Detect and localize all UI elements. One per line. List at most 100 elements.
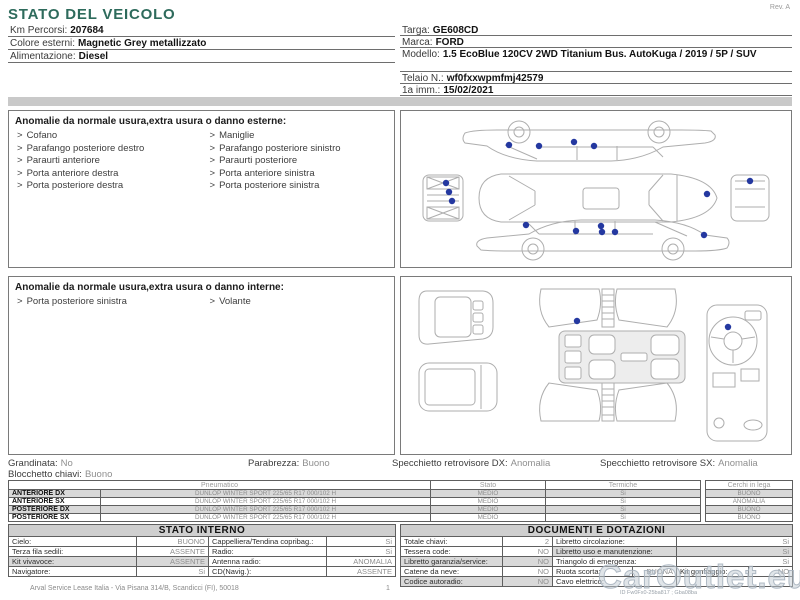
damage-dot (703, 190, 711, 198)
bullet: > (17, 130, 23, 141)
damage-dot (598, 228, 606, 236)
interior-damage-diagram (418, 288, 768, 442)
anomaly-item: > Porta anteriore destra (17, 167, 119, 179)
tyre-row: POSTERIORE SX DUNLOP WINTER SPORT 225/65… (8, 513, 701, 522)
anomaly-item: > Porta posteriore destra (17, 180, 124, 191)
footer-doc-id: ID Fw0Fx0-25ba817 ; Gba08ba (620, 590, 698, 596)
info-value: 1.5 EcoBlue 120CV 2WD Titanium Bus. Auto… (442, 49, 757, 60)
bullet: > (17, 142, 23, 154)
col-header-pneumatico: Pneumatico (8, 480, 431, 490)
cerchi-value: BUONO (705, 489, 793, 498)
damage-dot (572, 227, 580, 235)
interior-diagram-panel (400, 276, 792, 455)
documenti-title: DOCUMENTI E DOTAZIONI (399, 524, 794, 537)
damage-dot (611, 228, 619, 236)
condition-grandinata: Grandinata: No (8, 458, 73, 469)
footer-page-number: 1 (386, 585, 390, 592)
bullet: > (209, 155, 216, 166)
damage-dot (570, 138, 578, 146)
damage-dot (597, 222, 605, 230)
damage-dot (448, 197, 456, 205)
exterior-anomalies-right-column: > Maniglie > Parafango posteriore sinistro… (202, 130, 395, 193)
info-label: Km Percorsi: (10, 25, 68, 36)
documenti-row: Tessera code: NO Libretto uso e manutenzi… (400, 546, 794, 557)
col-header-cerchi: Cerchi in lega (705, 480, 793, 490)
bullet: > (17, 296, 23, 307)
exterior-damage-diagram (422, 120, 770, 261)
damage-dot (442, 179, 450, 187)
damage-dot (505, 141, 513, 149)
info-label: Telaio N.: (402, 73, 444, 84)
info-label: Alimentazione: (10, 51, 76, 62)
footer-company: Arval Service Lease Italia - Via Pisana … (30, 585, 239, 592)
bullet: > (17, 155, 23, 166)
condition-blocchetto-chiavi: Blocchetto chiavi: Buono (8, 469, 113, 480)
info-row-alimentazione: Alimentazione: Diesel (8, 50, 395, 63)
anomaly-item: > Porta posteriore sinistra (17, 296, 127, 307)
bullet: > (209, 180, 216, 191)
watermark: CarOutlet.eu (597, 558, 800, 596)
info-row-colore: Colore esterni: Magnetic Grey metallizzat… (8, 37, 395, 50)
tyre-table: Pneumatico Stato Termiche ANTERIORE DX D… (8, 480, 701, 522)
documenti-table: DOCUMENTI E DOTAZIONI Totale chiavi: 2 Li… (399, 524, 794, 587)
col-header-termiche: Termiche (545, 480, 701, 490)
info-label: Targa: (402, 25, 430, 36)
bullet: > (209, 130, 216, 141)
info-value: 15/02/2021 (443, 85, 494, 96)
documenti-row: Codice autoradio: NO Cavo elettrico: (400, 576, 794, 587)
stato-interno-row: Cielo: BUONO Cappelliera/Tendina copribag… (8, 536, 396, 547)
cerchi-value: BUONO (705, 505, 793, 514)
exterior-anomalies-panel: Anomalie da normale usura,extra usura o … (8, 110, 395, 268)
tyre-table-header: Pneumatico Stato Termiche (8, 480, 701, 490)
bullet: > (17, 167, 23, 179)
damage-dot (590, 142, 598, 150)
cerchi-value: BUONO (705, 513, 793, 522)
damage-dot (522, 221, 530, 229)
anomaly-item: > Maniglie (209, 130, 255, 141)
stato-interno-row: Terza fila sedili: ASSENTE Radio: Si (8, 546, 396, 557)
col-header-stato: Stato (430, 480, 546, 490)
info-row-km: Km Percorsi: 207684 (8, 24, 395, 37)
damage-dot (746, 177, 754, 185)
info-row-telaio: Telaio N.: wf0fxxwpmfmj42579 (400, 72, 792, 84)
damage-dot (700, 231, 708, 239)
tyre-row: ANTERIORE DX DUNLOP WINTER SPORT 225/65 … (8, 489, 701, 498)
bullet: > (209, 167, 216, 179)
stato-interno-table: STATO INTERNO Cielo: BUONO Cappelliera/Te… (8, 524, 396, 577)
info-value: FORD (435, 37, 464, 48)
info-label: 1a imm.: (402, 85, 441, 96)
anomaly-item: > Porta posteriore sinistra (209, 180, 320, 191)
info-label: Colore esterni: (10, 38, 76, 49)
anomaly-item: > Cofano (17, 130, 58, 141)
condition-specchietto-dx: Specchietto retrovisore DX: Anomalia (392, 458, 551, 469)
page-title: STATO DEL VEICOLO (8, 6, 176, 23)
interior-anomalies-panel: Anomalie da normale usura,extra usura o … (8, 276, 395, 455)
stato-interno-row: Navigatore: Si CD(Navig.): ASSENTE (8, 566, 396, 577)
damage-dot (535, 142, 543, 150)
tyre-row: POSTERIORE DX DUNLOP WINTER SPORT 225/65… (8, 505, 701, 514)
info-label: Marca: (402, 37, 433, 48)
exterior-anomalies-title: Anomalie da normale usura,extra usura o … (15, 116, 287, 127)
info-value: Magnetic Grey metallizzato (78, 38, 207, 49)
interior-anomalies-left-column: > Porta posteriore sinistra (9, 296, 202, 309)
info-row-prima-imm: 1a imm.: 15/02/2021 (400, 84, 792, 96)
bullet: > (209, 296, 216, 307)
anomaly-item: > Paraurti anteriore (17, 155, 100, 166)
exterior-anomalies-columns: > Cofano > Parafango posteriore destro > Pa… (9, 130, 394, 193)
anomaly-item: > Paraurti posteriore (209, 155, 298, 166)
exterior-diagram-panel (400, 110, 792, 268)
info-value: Diesel (78, 51, 109, 62)
damage-dot (724, 323, 732, 331)
bullet: > (17, 180, 23, 191)
anomaly-item: > Volante (209, 296, 251, 307)
bullet: > (209, 142, 216, 154)
tyre-row: ANTERIORE SX DUNLOP WINTER SPORT 225/65 … (8, 497, 701, 506)
cerchi-value: ANOMALIA (705, 497, 793, 506)
interior-anomalies-right-column: > Volante (202, 296, 395, 309)
stato-interno-row: Kit vivavoce: ASSENTE Antenna radio: ANOMA… (8, 556, 396, 567)
alloy-wheels-table: Cerchi in lega BUONO ANOMALIA BUONO BUON… (705, 480, 793, 522)
condition-parabrezza: Parabrezza: Buono (248, 458, 330, 469)
revision-label: Rev. A (769, 4, 790, 11)
info-value: wf0fxxwpmfmj42579 (446, 73, 544, 84)
